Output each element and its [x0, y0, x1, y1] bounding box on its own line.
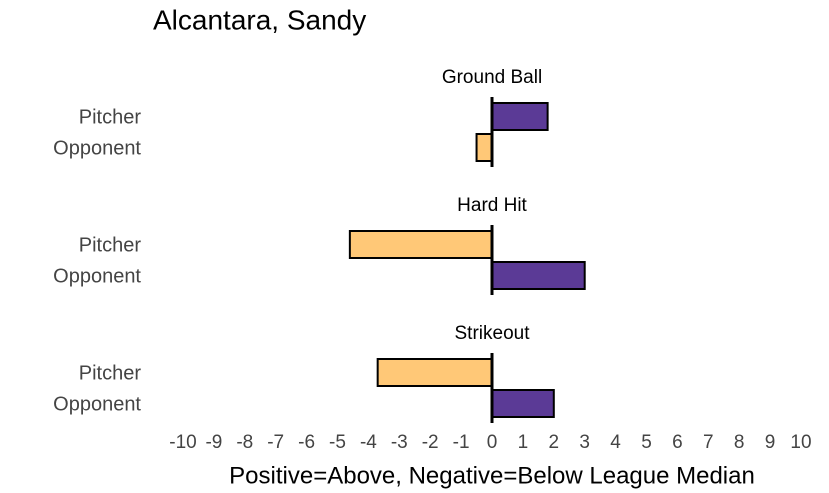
y-tick-label: Opponent [53, 137, 141, 159]
x-tick-label: 0 [487, 432, 498, 453]
y-tick-label: Pitcher [79, 362, 142, 384]
x-tick-label: -9 [205, 432, 222, 453]
x-tick-label: -6 [298, 432, 315, 453]
chart-title: Alcantara, Sandy [153, 4, 366, 35]
y-tick-label: Opponent [53, 393, 141, 415]
x-tick-label: 9 [765, 432, 776, 453]
x-tick-label: 1 [518, 432, 529, 453]
x-tick-label: 8 [734, 432, 745, 453]
x-tick-label: -4 [360, 432, 377, 453]
panel-title: Ground Ball [442, 67, 542, 88]
bar [348, 230, 493, 259]
x-tick-label: 10 [790, 432, 811, 453]
bar [491, 389, 555, 418]
y-tick-label: Pitcher [79, 234, 142, 256]
panel-title: Strikeout [455, 323, 531, 344]
bar [491, 102, 549, 131]
x-tick-label: -1 [453, 432, 470, 453]
x-tick-label: -2 [422, 432, 439, 453]
bar [475, 133, 493, 162]
x-tick-label: -5 [329, 432, 346, 453]
panel-title: Hard Hit [457, 195, 527, 216]
x-tick-label: 3 [579, 432, 590, 453]
x-tick-label: -7 [267, 432, 284, 453]
x-tick-label: -10 [169, 432, 196, 453]
x-tick-label: 7 [703, 432, 714, 453]
x-tick-label: -8 [236, 432, 253, 453]
x-tick-label: 5 [641, 432, 652, 453]
y-tick-label: Pitcher [79, 106, 142, 128]
y-tick-label: Opponent [53, 265, 141, 287]
x-axis-label: Positive=Above, Negative=Below League Me… [229, 462, 755, 489]
bar [491, 261, 586, 290]
bar [376, 358, 494, 387]
x-tick-label: 4 [610, 432, 621, 453]
x-tick-label: 2 [549, 432, 560, 453]
x-tick-label: 6 [672, 432, 683, 453]
x-tick-label: -3 [391, 432, 408, 453]
